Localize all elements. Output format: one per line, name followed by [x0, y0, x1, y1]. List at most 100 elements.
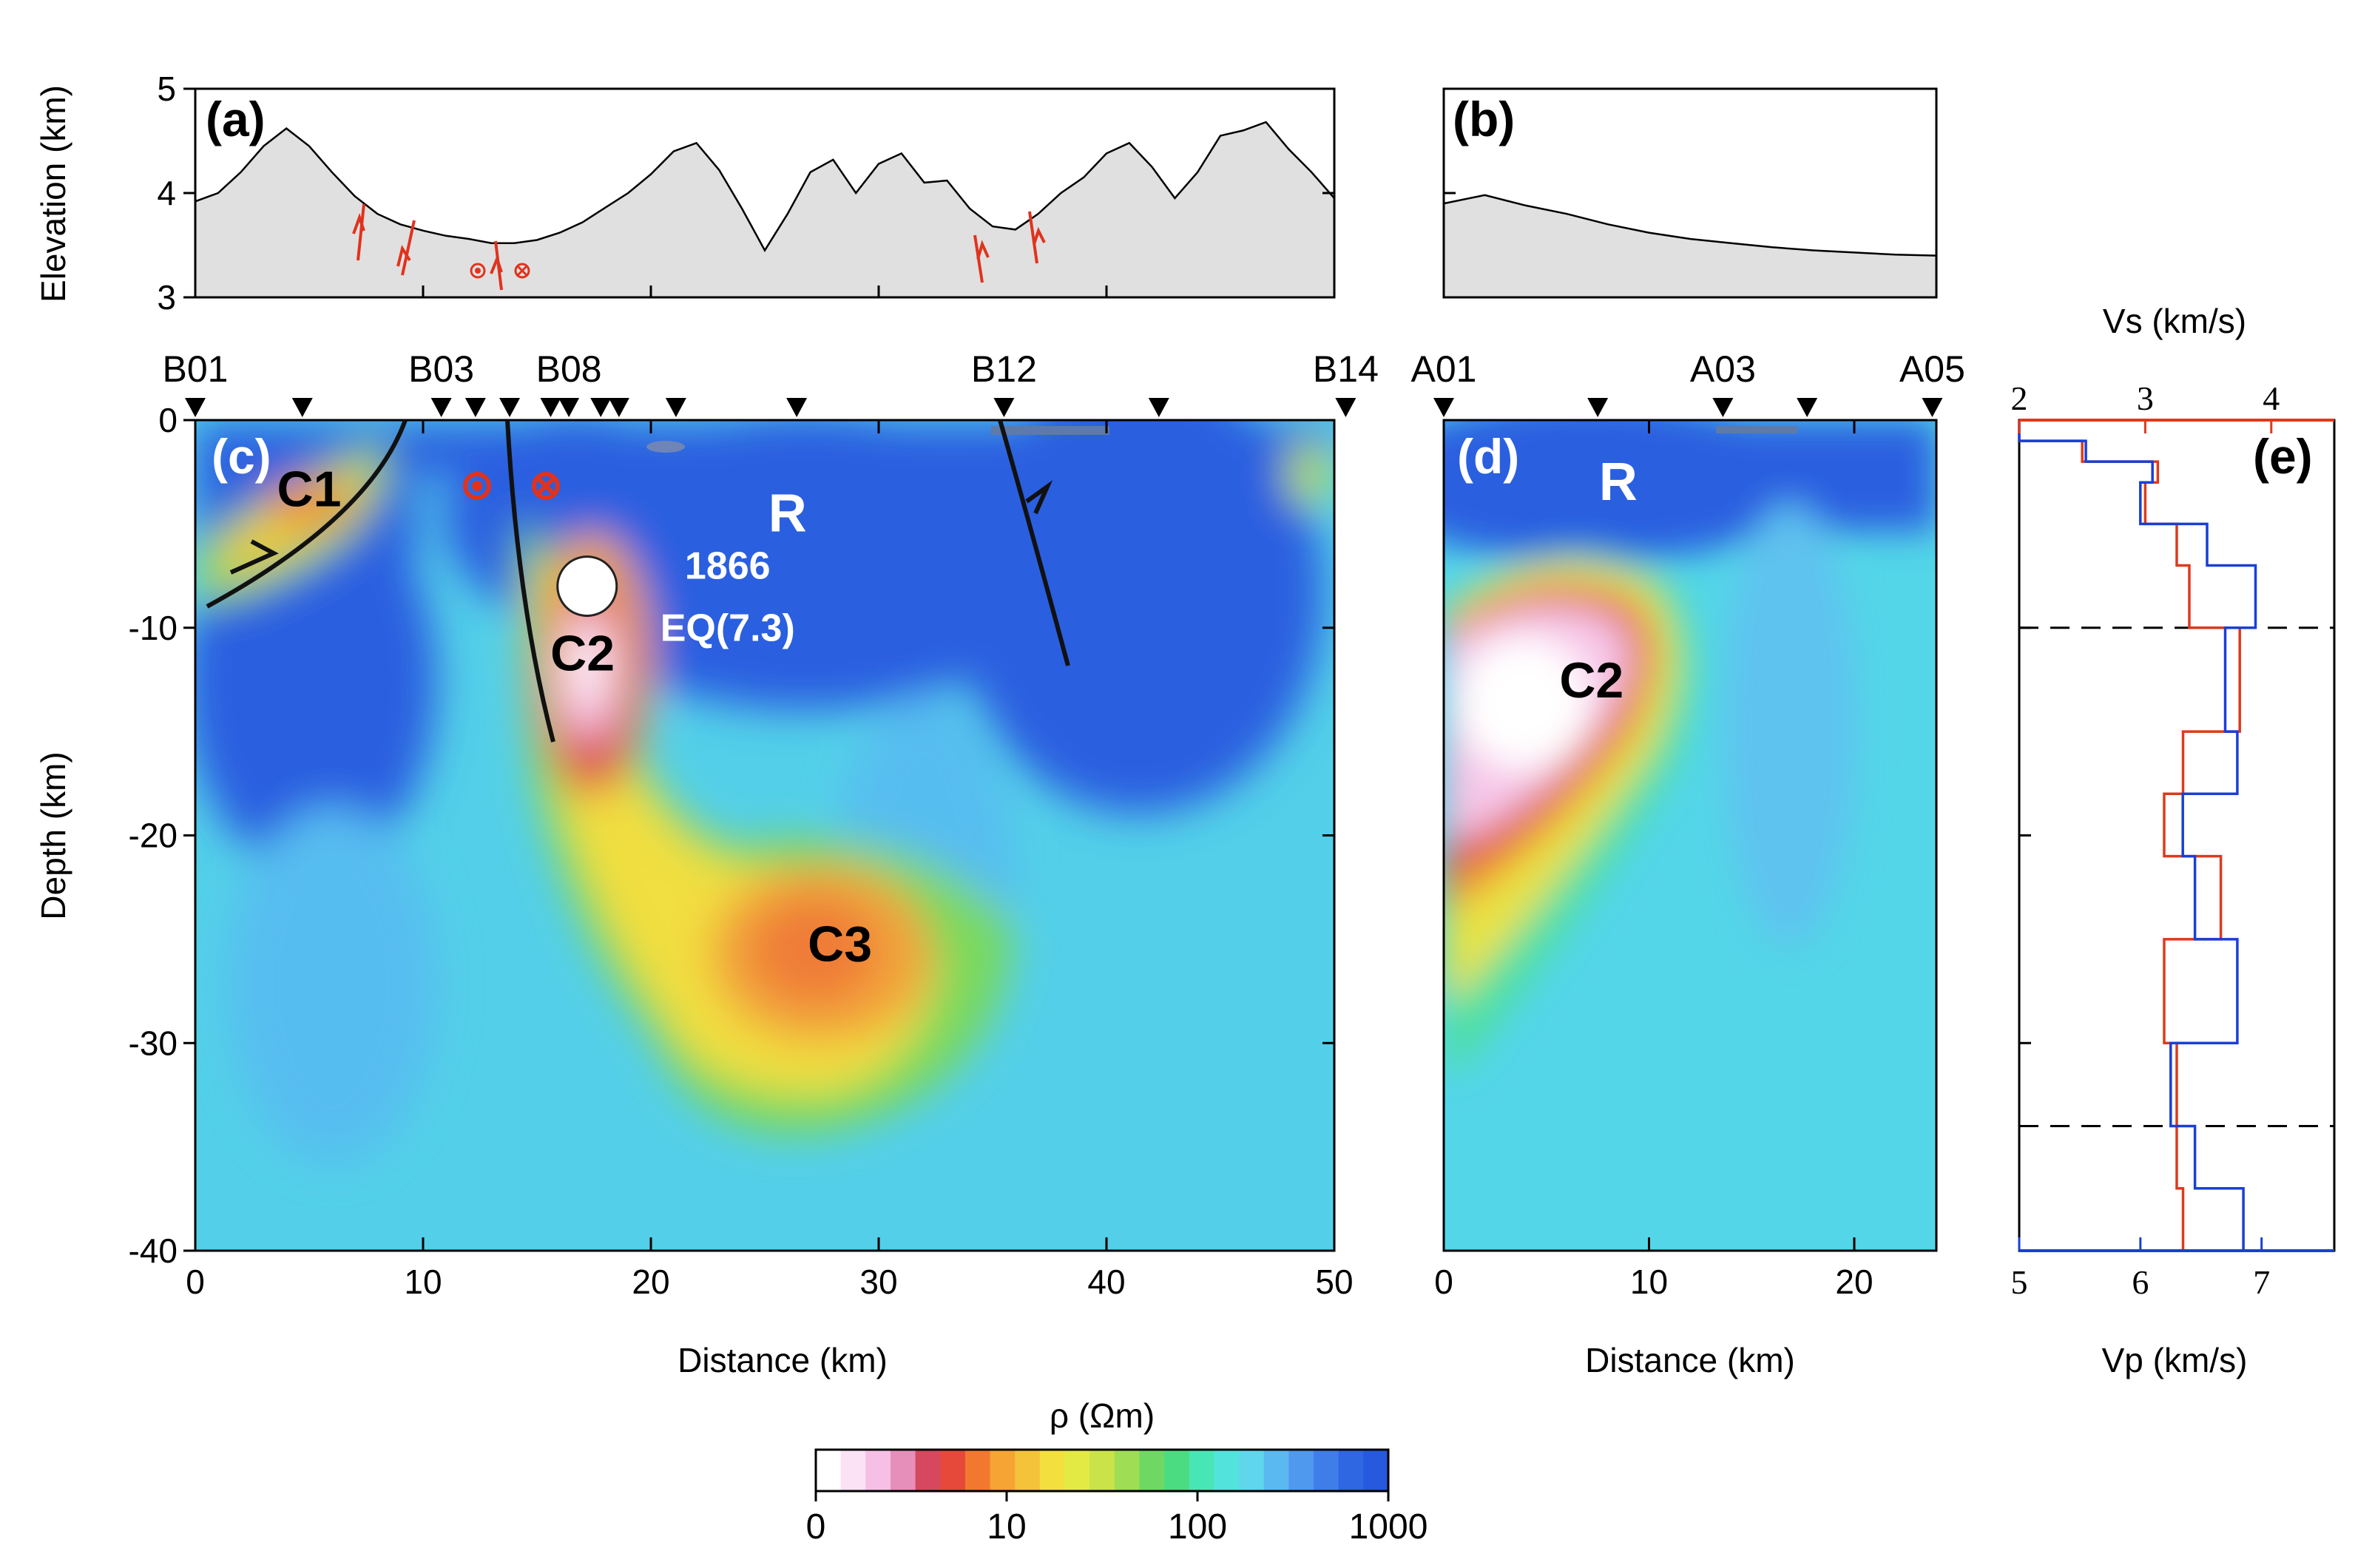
panel-a-y-axis: 5 4 3 [157, 70, 1456, 317]
station-marker [430, 398, 452, 417]
earthquake-year: 1866 [685, 545, 771, 588]
y-tick-label: -20 [129, 817, 178, 855]
x-tick-label: 50 [1315, 1263, 1353, 1301]
station-marker [185, 398, 206, 417]
station-label: B14 [1313, 348, 1379, 390]
panel-b-label: (b) [1453, 92, 1515, 146]
colorbar-swatch [840, 1450, 866, 1491]
panel-c-faults [206, 419, 1070, 743]
colorbar-tick-label: 0 [806, 1507, 826, 1547]
station-marker [540, 398, 561, 417]
panel-c-y-axis: 0 -10 -20 -30 -40 [129, 401, 2031, 1270]
colorbar-tick-label: 1000 [1349, 1507, 1428, 1547]
x-tick-label: 30 [859, 1263, 897, 1301]
panel-b-elevation: (b) [1442, 87, 1938, 299]
colorbar-tick-label: 10 [987, 1507, 1026, 1547]
colorbar-swatch [1338, 1450, 1364, 1491]
y-tick-label: -30 [129, 1024, 178, 1062]
colorbar-swatch [1263, 1450, 1289, 1491]
colorbar-ticks: 0 10 100 1000 [806, 1491, 1428, 1547]
x-tick-label: 10 [404, 1263, 442, 1301]
station-marker [1587, 398, 1609, 417]
panel-d-stations: A01 A03 A05 [1411, 348, 1965, 417]
colorbar-swatch [1314, 1450, 1339, 1491]
feature-label-r: R [1599, 453, 1638, 512]
panel-d-resistivity: (d) C2 R A01 A03 A05 0 10 20 Distance (km) [1411, 348, 1965, 1379]
panel-d-heatmap [1444, 420, 1936, 1251]
panel-c-ylabel: Depth (km) [34, 751, 72, 919]
station-marker [1712, 398, 1734, 417]
station-marker [499, 398, 521, 417]
panel-a-strike-slip-symbols [470, 263, 530, 279]
station-marker [1335, 398, 1356, 417]
vs-axis-label: Vs (km/s) [2103, 302, 2246, 340]
colorbar-swatch [1089, 1450, 1115, 1491]
panel-d-label: (d) [1457, 429, 1519, 484]
panel-c-x-axis: 0 10 20 30 40 50 [186, 420, 1354, 1301]
earthquake-magnitude: EQ(7.3) [660, 607, 795, 650]
panel-d-xlabel: Distance (km) [1585, 1341, 1795, 1379]
panel-c-heatmap [195, 420, 1334, 1251]
station-marker [1922, 398, 1943, 417]
x-tick-label: 20 [1835, 1263, 1873, 1301]
x-tick-label: 40 [1087, 1263, 1125, 1301]
colorbar-frame [814, 1448, 1390, 1493]
feature-label-c2: C2 [1559, 652, 1624, 709]
colorbar-swatch [1139, 1450, 1165, 1491]
colorbar-swatch [915, 1450, 941, 1491]
vs-tick-label: 4 [2263, 379, 2280, 417]
y-tick-label: -10 [129, 609, 178, 647]
vp-axis-label: Vp (km/s) [2102, 1341, 2248, 1379]
station-marker [993, 398, 1015, 417]
station-label: B12 [971, 348, 1037, 390]
panel-c-feature-labels: C1 C2 C3 R [277, 462, 873, 973]
station-marker [1797, 398, 1818, 417]
colorbar-swatch [1064, 1450, 1090, 1491]
station-marker [665, 398, 686, 417]
earthquake-marker [556, 555, 618, 618]
colorbar-swatch [1363, 1450, 1389, 1491]
y-tick-label: -40 [129, 1231, 178, 1270]
panel-c-resistivity: (c) C1 C2 C3 R 1866 EQ(7.3) B01 B03 B08 B12 B14… [34, 348, 2031, 1379]
station-label: B03 [408, 348, 474, 390]
panel-c-xlabel: Distance (km) [678, 1341, 888, 1379]
panel-a-label: (a) [206, 92, 266, 146]
station-label: A01 [1411, 348, 1477, 390]
station-label: B08 [536, 348, 602, 390]
colorbar-swatch [816, 1450, 842, 1491]
panel-b-terrain-area [1442, 194, 1938, 299]
station-marker [464, 398, 486, 417]
panel-a-terrain-area [194, 121, 1336, 299]
colorbar: ρ (Ωm) 0 10 100 1000 [806, 1396, 1428, 1547]
colorbar-swatch [1214, 1450, 1240, 1491]
feature-label-c1: C1 [277, 462, 342, 518]
vp-tick-label: 5 [2011, 1263, 2028, 1301]
vs-tick-label: 2 [2011, 379, 2028, 417]
y-tick-label: 0 [158, 401, 178, 439]
station-marker [786, 398, 808, 417]
station-marker [1148, 398, 1169, 417]
colorbar-title: ρ (Ωm) [1050, 1396, 1155, 1435]
panel-d-x-axis: 0 10 20 [1434, 420, 1873, 1301]
panel-c-strike-slip-symbols [463, 472, 560, 500]
vp-tick-label: 6 [2132, 1263, 2149, 1301]
panel-c-label: (c) [212, 429, 271, 484]
panel-e-axes: 2 3 4 5 6 7 [2011, 379, 2280, 1301]
station-label: A05 [1899, 348, 1965, 390]
x-tick-label: 0 [1434, 1263, 1453, 1301]
panel-e-label: (e) [2253, 429, 2313, 484]
station-marker [291, 398, 313, 417]
colorbar-swatch [1189, 1450, 1214, 1491]
station-marker [1433, 398, 1454, 417]
colorbar-swatch [1239, 1450, 1265, 1491]
panel-d-frame [1442, 419, 1938, 1252]
vs-profile-line [2018, 420, 2241, 1252]
colorbar-swatch [940, 1450, 966, 1491]
vp-profile-line [2018, 420, 2257, 1252]
station-marker [608, 398, 629, 417]
station-label: B01 [163, 348, 229, 390]
y-tick-label: 5 [157, 70, 176, 108]
y-tick-label: 4 [157, 174, 176, 212]
panel-d-feature-labels: C2 R [1559, 453, 1638, 709]
colorbar-swatch [1288, 1450, 1314, 1491]
